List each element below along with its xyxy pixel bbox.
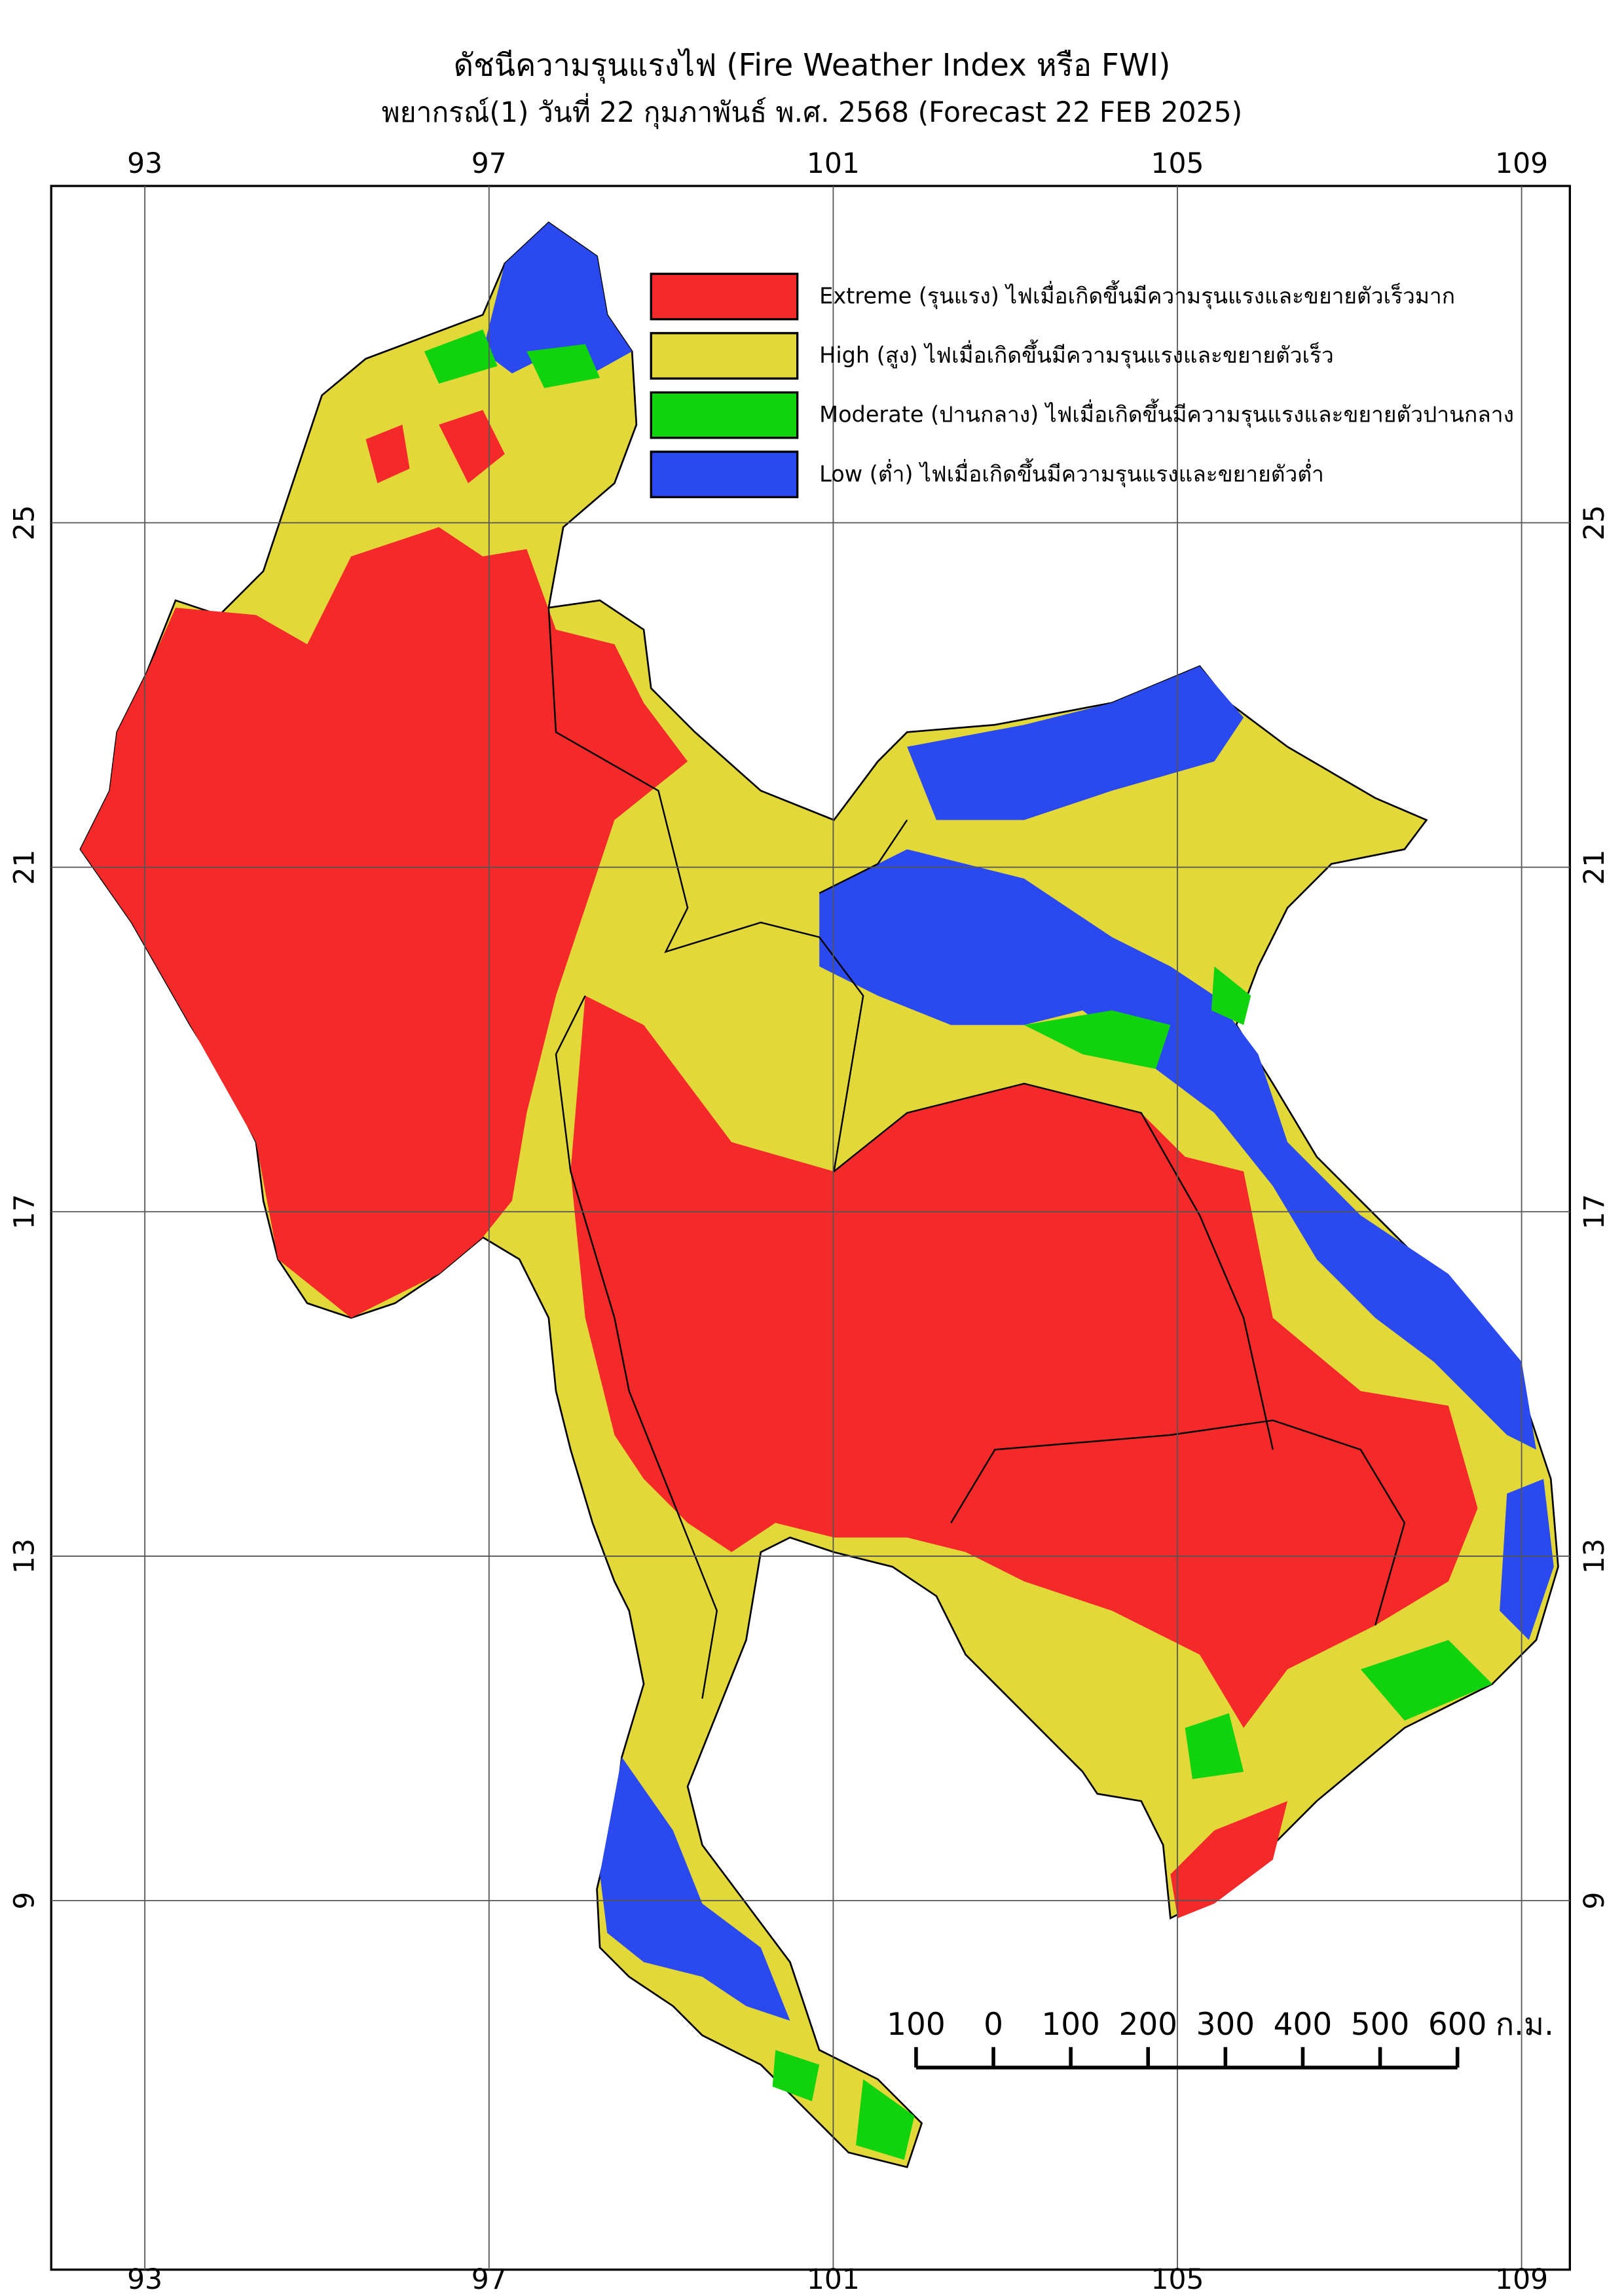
region-low	[600, 1757, 790, 2021]
scale-bar-label: 600	[1428, 2007, 1487, 2043]
y-tick-label: 21	[9, 850, 41, 885]
legend-swatch	[650, 272, 799, 321]
scale-bar-label: 0	[984, 2007, 1003, 2043]
scale-bar-label: 400	[1274, 2007, 1333, 2043]
legend-label: Extreme (รุนแรง) ไฟเมื่อเกิดขึ้นมีความรุ…	[819, 280, 1455, 310]
scale-bar-label: 100	[1041, 2007, 1100, 2043]
y-tick-label: 21	[1579, 850, 1611, 885]
region-moderate	[1024, 966, 1251, 1069]
x-tick-label: 101	[807, 148, 860, 180]
legend: Extreme (รุนแรง) ไฟเมื่อเกิดขึ้นมีความรุ…	[650, 272, 1514, 499]
region-extreme	[570, 995, 1478, 1728]
y-tick-label: 9	[1579, 1892, 1611, 1910]
graticule: 93 93 97 97 101 101 105 105 109 109 25 25 21 21 17 17 13…	[9, 148, 1611, 2296]
y-tick-label: 13	[9, 1539, 41, 1574]
region-extreme	[1170, 1801, 1288, 1918]
map-subtitle: พยากรณ์(1) วันที่ 22 กุมภาพันธ์ พ.ศ. 256…	[382, 93, 1242, 130]
region-low	[907, 666, 1244, 820]
region-low	[819, 849, 1536, 1450]
y-tick-label: 17	[1579, 1194, 1611, 1230]
map-title: ดัชนีความรุนแรงไฟ (Fire Weather Index หร…	[454, 47, 1171, 84]
y-tick-label: 25	[9, 505, 41, 540]
scale-bar-label: 500	[1351, 2007, 1410, 2043]
legend-swatch	[650, 391, 799, 439]
x-tick-label: 105	[1151, 2264, 1204, 2296]
y-tick-label: 25	[1579, 505, 1611, 540]
legend-swatch	[650, 450, 799, 499]
legend-swatch	[650, 332, 799, 380]
legend-label: Moderate (ปานกลาง) ไฟเมื่อเกิดขึ้นมีความ…	[819, 399, 1514, 428]
x-tick-label: 97	[471, 148, 507, 180]
x-tick-label: 97	[471, 2264, 507, 2296]
scale-bar-label: 200	[1118, 2007, 1177, 2043]
region-moderate	[772, 2050, 915, 2160]
y-tick-label: 9	[9, 1892, 41, 1910]
legend-label: High (สูง) ไฟเมื่อเกิดขึ้นมีความรุนแรงแล…	[819, 339, 1334, 369]
fwi-regions	[79, 221, 1559, 2168]
scale-bar-label: 100	[887, 2007, 946, 2043]
scale-bar-label: 300	[1196, 2007, 1255, 2043]
region-moderate	[424, 329, 600, 388]
x-tick-label: 93	[127, 148, 162, 180]
x-tick-label: 109	[1495, 148, 1548, 180]
y-tick-label: 13	[1579, 1539, 1611, 1574]
region-low	[483, 222, 633, 374]
region-moderate	[1185, 1640, 1492, 1779]
region-extreme	[365, 410, 505, 484]
country-border	[547, 608, 1406, 1699]
region-low	[1500, 1478, 1554, 1640]
x-tick-label: 93	[127, 2264, 162, 2296]
y-tick-label: 17	[9, 1194, 41, 1230]
x-tick-label: 101	[807, 2264, 860, 2296]
x-tick-label: 105	[1151, 148, 1204, 180]
scale-bar-unit: ก.ม.	[1496, 2007, 1554, 2043]
scale-bar: 100 0 100 200 300 400 500 600 ก.ม.	[887, 2007, 1554, 2069]
region-extreme	[80, 527, 688, 1318]
legend-label: Low (ต่ำ) ไฟเมื่อเกิดขึ้นมีความรุนแรงและ…	[819, 458, 1324, 487]
x-tick-label: 109	[1495, 2264, 1548, 2296]
